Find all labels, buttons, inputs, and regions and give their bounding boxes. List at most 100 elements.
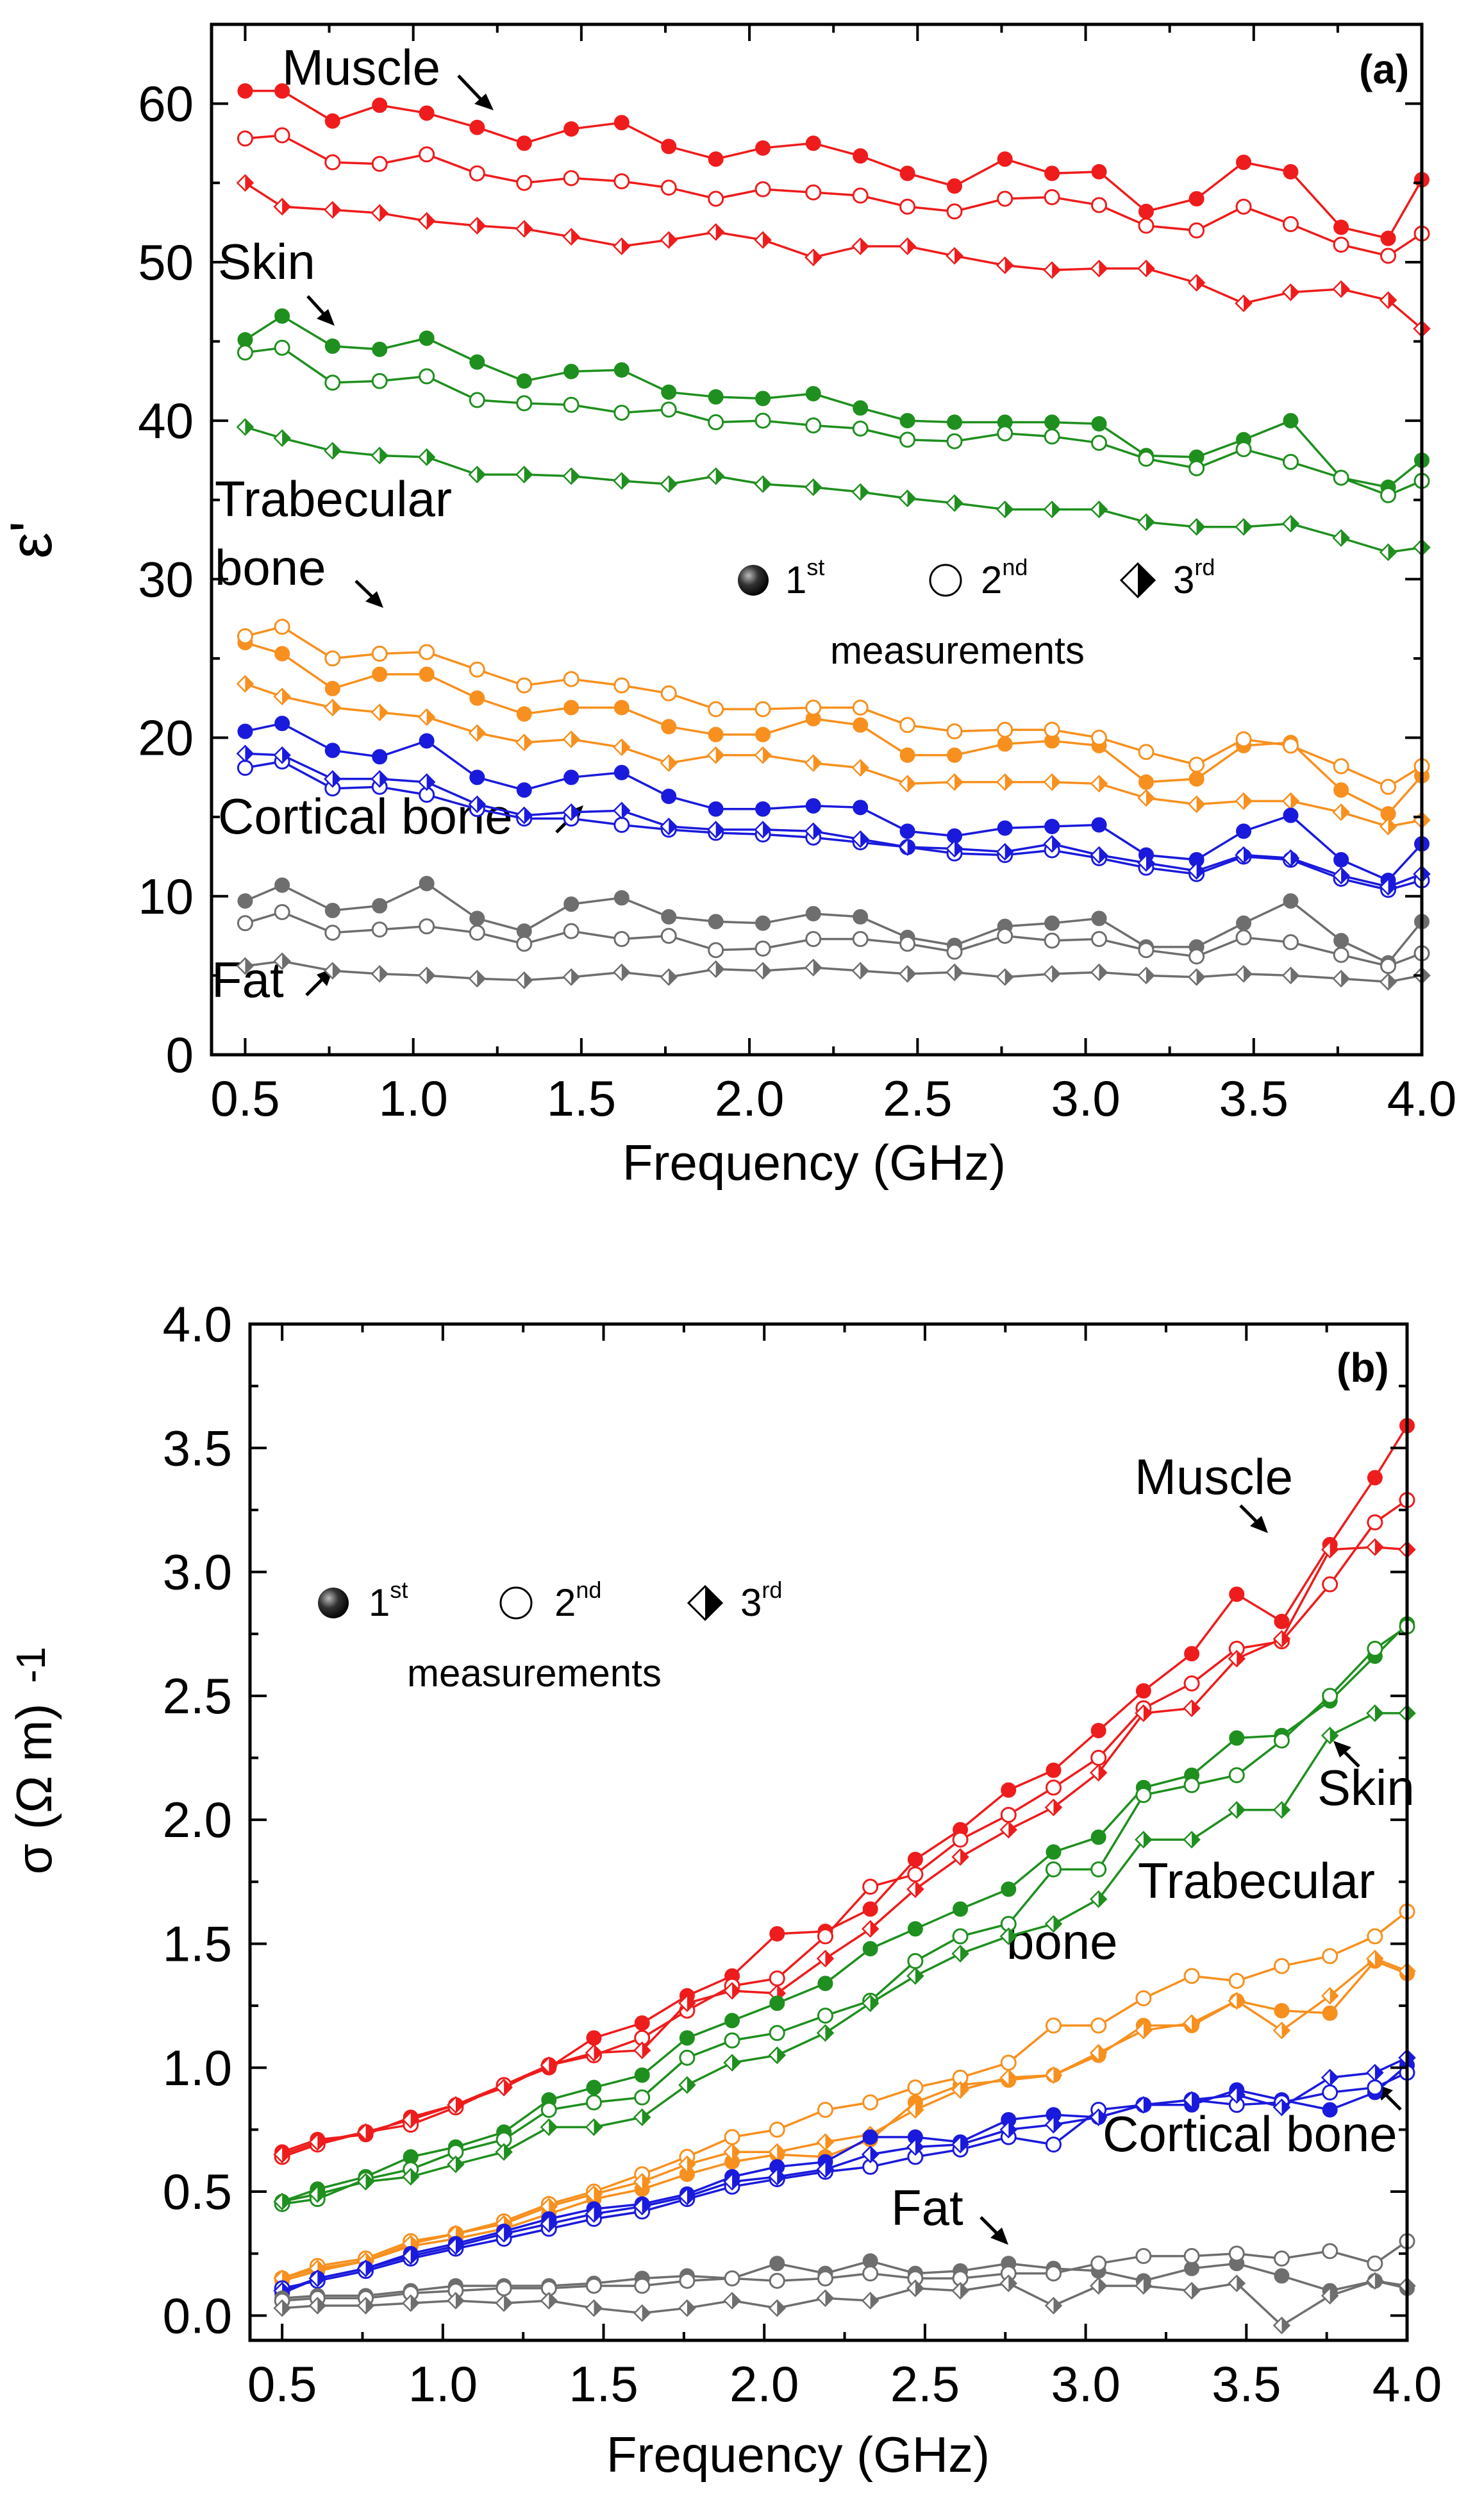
data-point xyxy=(563,364,579,380)
series-line xyxy=(281,1546,1408,2156)
data-point xyxy=(1274,2002,1290,2018)
data-point xyxy=(633,2304,651,2322)
x-tick-label: 2.5 xyxy=(890,2356,960,2412)
annot-a-cortical: Cortical bone xyxy=(218,788,513,844)
data-point xyxy=(515,734,533,751)
data-point xyxy=(273,746,291,764)
data-point xyxy=(1188,222,1205,239)
data-point xyxy=(1044,2066,1063,2085)
data-point xyxy=(1322,1576,1338,1593)
data-point xyxy=(1283,413,1299,429)
data-point xyxy=(708,151,724,167)
data-point xyxy=(1043,835,1061,853)
y-tick-label: 2.0 xyxy=(163,1791,232,1848)
data-point xyxy=(1380,778,1397,795)
data-point xyxy=(1138,744,1155,760)
series-line xyxy=(281,1499,1408,2158)
data-point xyxy=(371,965,388,983)
data-point xyxy=(1044,189,1060,205)
data-point xyxy=(1367,2255,1383,2272)
data-point xyxy=(907,2079,924,2096)
data-point xyxy=(585,2205,603,2223)
data-point xyxy=(946,247,963,265)
data-point xyxy=(585,2043,603,2062)
data-point xyxy=(660,928,677,944)
data-point xyxy=(274,618,290,635)
data-point xyxy=(853,400,869,416)
data-point xyxy=(585,2299,603,2317)
data-point xyxy=(1138,942,1155,959)
data-point xyxy=(1273,2250,1290,2267)
series-line xyxy=(244,625,1422,789)
data-point xyxy=(755,726,771,742)
data-point xyxy=(1333,758,1349,775)
data-point xyxy=(708,726,724,742)
data-point xyxy=(946,773,963,791)
data-point xyxy=(1235,198,1252,215)
data-point xyxy=(237,83,253,99)
data-point xyxy=(861,1994,880,2013)
data-point xyxy=(1322,2243,1338,2260)
data-point xyxy=(515,971,533,989)
data-point xyxy=(1090,775,1108,793)
data-point xyxy=(1272,1630,1291,1648)
data-point xyxy=(1235,517,1253,536)
data-point xyxy=(1091,435,1108,451)
data-point xyxy=(1333,852,1349,868)
data-point xyxy=(852,931,869,948)
data-point xyxy=(1044,2115,1063,2134)
data-point xyxy=(371,373,388,389)
data-point xyxy=(1138,203,1154,219)
series-line xyxy=(245,90,1423,240)
data-point xyxy=(447,2155,465,2174)
data-point xyxy=(947,747,963,763)
data-point xyxy=(324,680,340,696)
data-point xyxy=(1045,1779,1062,1796)
data-point xyxy=(1228,1992,1246,2010)
data-point xyxy=(324,770,342,788)
annot-b-muscle: Muscle xyxy=(1135,1448,1293,1505)
legend-a-half-marker xyxy=(1119,562,1156,599)
data-point xyxy=(1333,932,1349,948)
data-point xyxy=(236,957,254,975)
data-point xyxy=(754,746,772,764)
data-point xyxy=(372,341,388,357)
data-point xyxy=(469,769,485,785)
data-point xyxy=(1332,803,1350,821)
data-point xyxy=(613,115,629,131)
data-point xyxy=(678,2076,696,2094)
data-point xyxy=(706,467,725,485)
data-point xyxy=(862,2094,879,2111)
panel-b-ylabel-exp: -1 xyxy=(8,1647,54,1683)
data-point xyxy=(1274,2268,1290,2284)
data-point xyxy=(1089,2108,1108,2126)
data-point xyxy=(660,754,678,772)
data-point xyxy=(1090,259,1108,278)
data-point xyxy=(1044,428,1060,445)
data-point xyxy=(1044,1799,1063,1816)
data-point xyxy=(1379,818,1397,835)
data-point xyxy=(899,935,916,952)
data-point xyxy=(1281,966,1300,985)
panel-a-label: (a) xyxy=(1359,46,1409,92)
data-point xyxy=(1043,261,1061,279)
data-point xyxy=(515,466,533,483)
data-point xyxy=(1283,164,1299,180)
x-tick-label: 4.0 xyxy=(1387,1070,1456,1127)
data-point xyxy=(708,701,724,717)
data-point xyxy=(1090,1829,1106,1845)
data-point xyxy=(586,2030,602,2046)
data-point xyxy=(999,1820,1018,1839)
data-point xyxy=(946,839,963,858)
data-point xyxy=(495,2225,513,2243)
data-point xyxy=(1188,190,1205,206)
annot-b-trabecular-1: Trabecular xyxy=(1138,1852,1375,1909)
data-point xyxy=(805,905,821,921)
data-point xyxy=(1000,2054,1017,2071)
data-point xyxy=(469,661,485,678)
data-point xyxy=(563,671,579,687)
data-point xyxy=(613,801,631,820)
data-point xyxy=(754,821,772,839)
y-tick-label: 0.5 xyxy=(163,2163,232,2220)
data-point xyxy=(660,231,678,249)
